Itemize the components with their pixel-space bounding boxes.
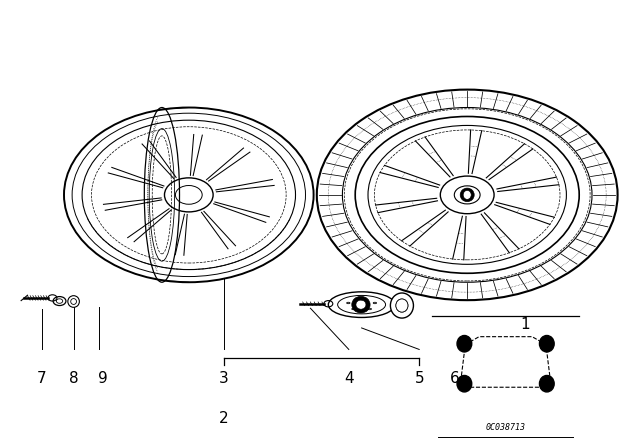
Text: 1: 1 xyxy=(520,317,530,332)
Ellipse shape xyxy=(457,336,472,352)
Text: 4: 4 xyxy=(344,371,354,386)
Ellipse shape xyxy=(352,296,370,313)
Ellipse shape xyxy=(460,188,474,202)
Text: 2: 2 xyxy=(219,411,229,426)
Ellipse shape xyxy=(396,299,408,312)
Ellipse shape xyxy=(457,375,472,392)
Text: 8: 8 xyxy=(68,371,79,386)
Text: 5: 5 xyxy=(414,371,424,386)
Text: 6: 6 xyxy=(449,371,460,386)
Ellipse shape xyxy=(356,300,366,309)
Text: 0C038713: 0C038713 xyxy=(486,423,525,432)
Text: 3: 3 xyxy=(219,371,229,386)
Text: 9: 9 xyxy=(97,371,108,386)
Text: 7: 7 xyxy=(36,371,47,386)
Ellipse shape xyxy=(540,375,554,392)
Ellipse shape xyxy=(396,299,408,312)
Ellipse shape xyxy=(540,336,554,352)
Ellipse shape xyxy=(390,293,413,318)
Ellipse shape xyxy=(463,190,471,199)
